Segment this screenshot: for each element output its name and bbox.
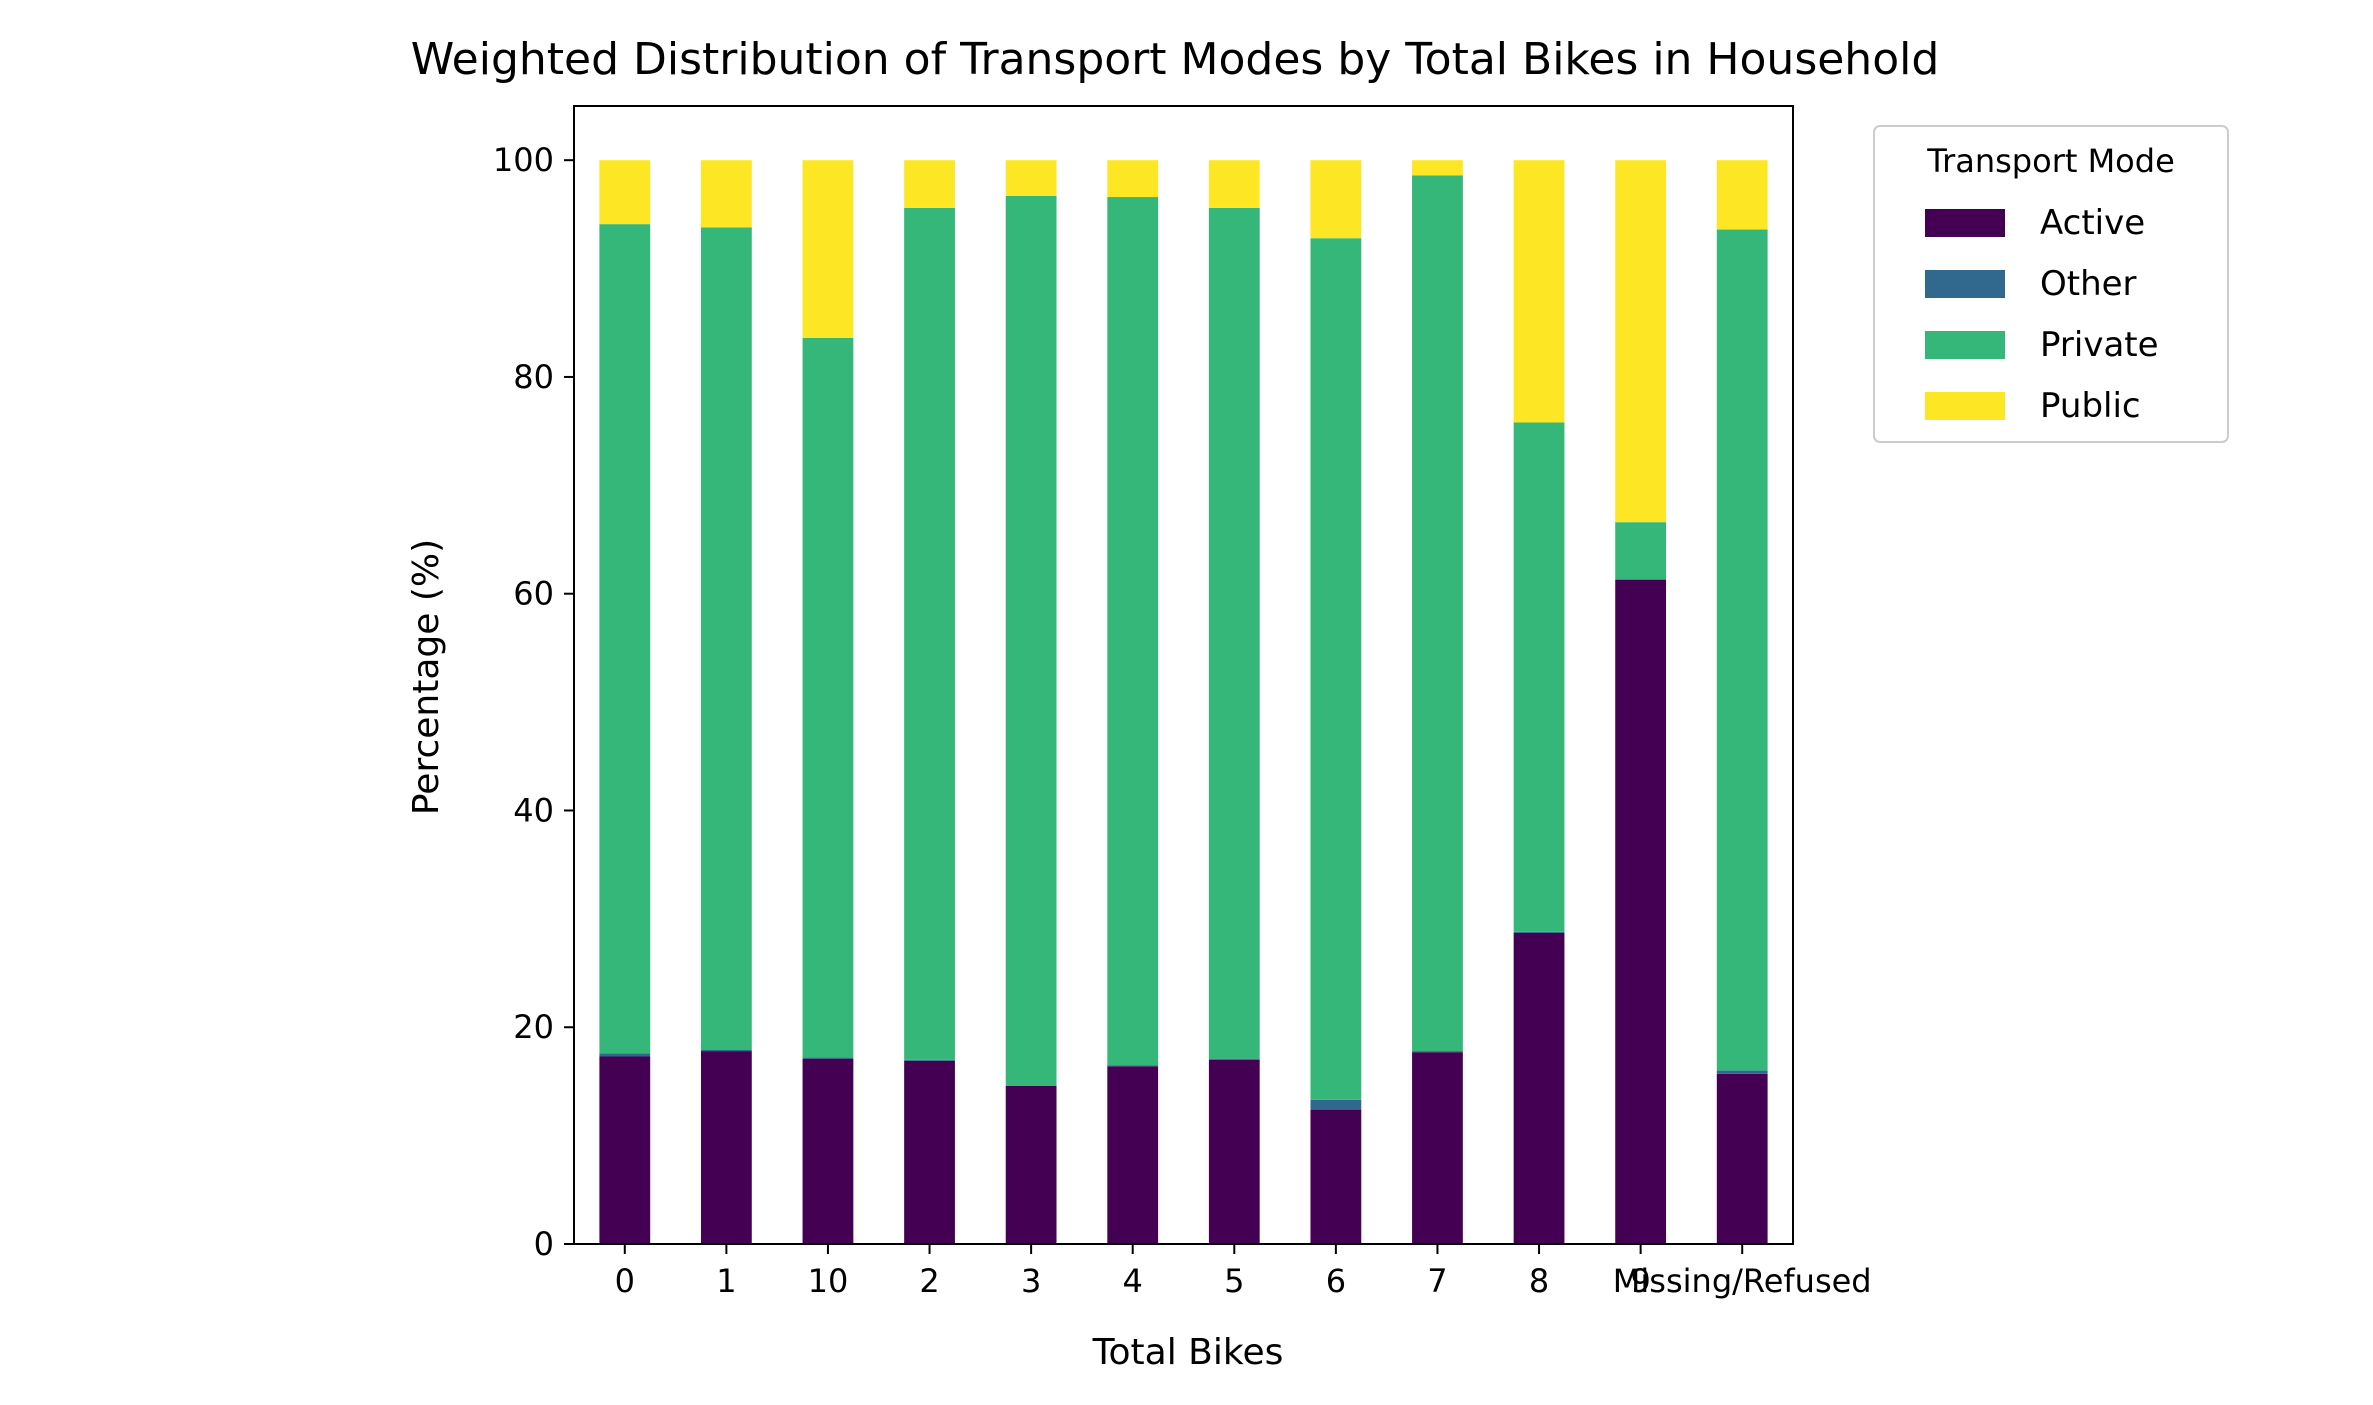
bar-segment-active xyxy=(1107,1066,1159,1244)
bar-segment-private xyxy=(700,227,752,1050)
y-tick-label: 20 xyxy=(513,1008,554,1046)
x-tick-label: 10 xyxy=(808,1262,849,1300)
bar-segment-private xyxy=(1005,195,1057,1086)
bar-segment-active xyxy=(1208,1059,1260,1244)
bar-segment-private xyxy=(1513,422,1565,932)
x-tick-label: 9 xyxy=(1630,1262,1650,1300)
bar-segment-private xyxy=(599,224,651,1054)
legend-label-active: Active xyxy=(2040,203,2145,243)
bar-segment-other xyxy=(1716,1070,1768,1074)
x-tick-label: 5 xyxy=(1224,1262,1244,1300)
chart-title: Weighted Distribution of Transport Modes… xyxy=(411,34,1940,85)
bar-segment-private xyxy=(1208,207,1260,1059)
bar-segment-active xyxy=(700,1051,752,1244)
bar-segment-active xyxy=(1716,1073,1768,1244)
y-tick-label: 0 xyxy=(534,1225,554,1263)
bar-segment-active xyxy=(1513,932,1565,1244)
y-axis-label: Percentage (%) xyxy=(406,539,447,815)
x-tick-label: 1 xyxy=(716,1262,736,1300)
y-tick-label: 60 xyxy=(513,575,554,613)
bar-segment-public xyxy=(1615,160,1667,523)
bar-segment-public xyxy=(700,160,752,228)
bar-segment-other xyxy=(1310,1099,1362,1110)
bar-segment-public xyxy=(1716,160,1768,230)
bar-segment-active xyxy=(1005,1085,1057,1244)
bar-segment-private xyxy=(1107,197,1159,1066)
y-tick-label: 80 xyxy=(513,358,554,396)
bar-segment-other xyxy=(700,1050,752,1052)
x-tick-label: 7 xyxy=(1427,1262,1447,1300)
bar-segment-active xyxy=(802,1058,854,1244)
bar-segment-active xyxy=(1412,1052,1463,1244)
y-tick-label: 100 xyxy=(493,141,554,179)
y-tick-label: 40 xyxy=(513,791,554,829)
bar-segment-public xyxy=(802,160,854,338)
bar-segment-active xyxy=(1615,579,1667,1244)
x-tick-label: 3 xyxy=(1021,1262,1041,1300)
legend-swatch-other xyxy=(1925,270,2005,298)
bar-segment-active xyxy=(1310,1109,1362,1244)
bar-segment-public xyxy=(1005,160,1057,196)
bar-segment-other xyxy=(1412,1051,1463,1053)
bar-segment-other xyxy=(599,1053,651,1057)
x-tick-label: 2 xyxy=(919,1262,939,1300)
legend-swatch-public xyxy=(1925,392,2005,420)
legend-title: Transport Mode xyxy=(1926,142,2175,180)
bar-segment-public xyxy=(1412,160,1463,176)
bar-segment-other xyxy=(1107,1065,1159,1067)
legend-swatch-active xyxy=(1925,209,2005,237)
legend-frame xyxy=(1873,125,2229,443)
legend-swatch-private xyxy=(1925,331,2005,359)
plot-frame xyxy=(573,105,1794,1245)
legend-label-private: Private xyxy=(2040,325,2159,365)
bar-segment-private xyxy=(802,337,854,1058)
legend: Transport Mode Active Other Private Public xyxy=(1873,125,2229,443)
bar-segment-active xyxy=(599,1056,651,1244)
bar-segment-private xyxy=(1716,229,1768,1071)
bar-segment-public xyxy=(1513,160,1565,423)
x-tick-label: 0 xyxy=(615,1262,635,1300)
x-axis-label: Total Bikes xyxy=(1092,1332,1284,1373)
legend-label-public: Public xyxy=(2040,386,2141,426)
bar-segment-private xyxy=(904,207,955,1060)
x-tick-label: 8 xyxy=(1529,1262,1549,1300)
legend-items: Active Other Private Public xyxy=(1925,203,2159,426)
bar-segment-other xyxy=(904,1059,955,1061)
bar-segment-public xyxy=(904,160,955,208)
bar-segment-public xyxy=(1310,160,1362,239)
bar-segment-private xyxy=(1310,238,1362,1100)
bar-segment-other xyxy=(1513,931,1565,933)
x-tick-label: Missing/Refused xyxy=(1613,1262,1872,1300)
bar-segment-public xyxy=(1107,160,1159,198)
x-tick-label: 4 xyxy=(1123,1262,1143,1300)
bar-segment-other xyxy=(1208,1058,1260,1060)
bar-segment-public xyxy=(599,160,651,225)
bar-segment-private xyxy=(1615,522,1667,580)
legend-label-other: Other xyxy=(2040,264,2137,304)
x-tick-label: 6 xyxy=(1326,1262,1346,1300)
bar-segment-public xyxy=(1208,160,1260,208)
bar-segment-private xyxy=(1412,175,1463,1052)
bar-segment-other xyxy=(802,1057,854,1059)
bar-segment-active xyxy=(904,1060,955,1244)
